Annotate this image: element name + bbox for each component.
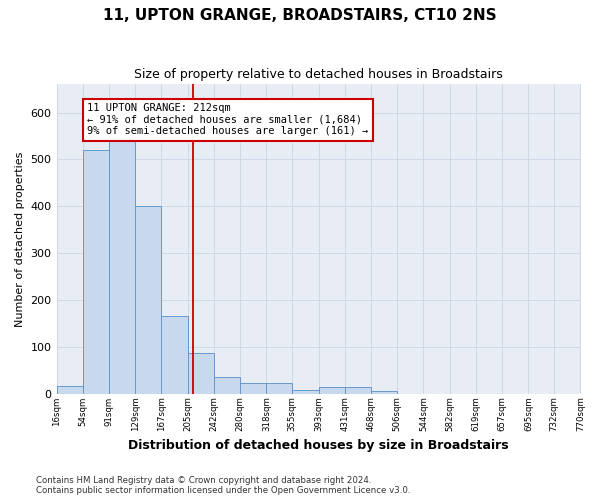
Bar (83, 150, 109, 394)
Bar (292, 390, 319, 394)
Bar (240, 383, 266, 394)
Bar (319, 388, 345, 394)
Bar (161, 316, 188, 394)
X-axis label: Distribution of detached houses by size in Broadstairs: Distribution of detached houses by size … (128, 440, 509, 452)
Bar (214, 377, 240, 394)
Bar (56, 386, 83, 394)
Text: 11 UPTON GRANGE: 212sqm
← 91% of detached houses are smaller (1,684)
9% of semi-: 11 UPTON GRANGE: 212sqm ← 91% of detache… (87, 103, 368, 136)
Bar (371, 391, 397, 394)
Bar (109, 122, 135, 394)
Bar (266, 383, 292, 394)
Title: Size of property relative to detached houses in Broadstairs: Size of property relative to detached ho… (134, 68, 503, 80)
Text: 11, UPTON GRANGE, BROADSTAIRS, CT10 2NS: 11, UPTON GRANGE, BROADSTAIRS, CT10 2NS (103, 8, 497, 22)
Bar (135, 206, 161, 394)
Text: Contains HM Land Registry data © Crown copyright and database right 2024.
Contai: Contains HM Land Registry data © Crown c… (36, 476, 410, 495)
Y-axis label: Number of detached properties: Number of detached properties (15, 152, 25, 326)
Bar (188, 353, 214, 394)
Bar (345, 388, 371, 394)
